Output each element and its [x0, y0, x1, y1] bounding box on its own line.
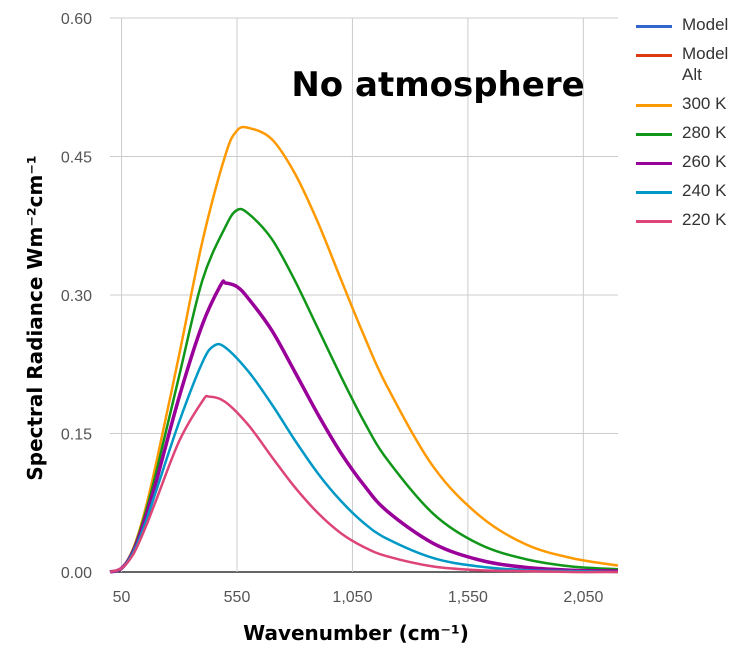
y-tick-label: 0.15 [61, 427, 92, 444]
x-tick-label: 550 [224, 589, 251, 606]
legend-swatch [636, 220, 672, 223]
y-tick-label: 0.30 [61, 288, 92, 305]
y-tick-label: 0.60 [61, 11, 92, 28]
legend-swatch [636, 162, 672, 165]
series-lines [109, 125, 619, 574]
legend-label: Model [682, 15, 729, 34]
legend-label: 280 K [682, 123, 727, 142]
legend-swatch [636, 25, 672, 28]
series-line-300-k [109, 125, 619, 574]
chart-annotation: No atmosphere [291, 65, 584, 105]
y-tick-label: 0.45 [61, 150, 92, 167]
y-tick-label: 0.00 [61, 565, 92, 582]
legend-item-220-k: 220 K [636, 209, 746, 230]
legend-label: 220 K [682, 210, 727, 229]
legend-swatch [636, 54, 672, 57]
x-tick-label: 1,050 [332, 589, 372, 606]
x-tick-label: 50 [113, 589, 131, 606]
legend-swatch [636, 104, 672, 107]
legend-item-280-k: 280 K [636, 122, 746, 143]
x-tick-label: 1,550 [448, 589, 488, 606]
x-axis-title: Wavenumber (cm⁻¹) [243, 621, 469, 645]
legend-item-260-k: 260 K [636, 151, 746, 172]
legend-label: 260 K [682, 152, 727, 171]
series-line-280-k [109, 207, 619, 574]
legend-swatch [636, 191, 672, 194]
series-line-260-k [109, 279, 619, 574]
legend-item-300-k: 300 K [636, 93, 746, 114]
series-line-240-k [109, 342, 619, 574]
legend-item-240-k: 240 K [636, 180, 746, 201]
x-tick-labels: 50 550 1,050 1,550 2,050 [113, 589, 604, 606]
legend-label: 240 K [682, 181, 727, 200]
legend: Model Model Alt 300 K 280 K 260 K 240 K 220 K [636, 14, 746, 238]
legend-item-model: Model [636, 14, 746, 35]
series-line-220-k [109, 394, 619, 574]
legend-swatch [636, 133, 672, 136]
gridlines [110, 17, 618, 573]
y-tick-labels: 0.00 0.15 0.30 0.45 0.60 [61, 11, 92, 582]
legend-item-model-alt: Model Alt [636, 43, 746, 85]
legend-label: Model Alt [682, 44, 729, 84]
legend-label: 300 K [682, 94, 727, 113]
y-axis-title: Spectral Radiance Wm⁻²cm⁻¹ [23, 155, 47, 480]
x-tick-label: 2,050 [563, 589, 603, 606]
